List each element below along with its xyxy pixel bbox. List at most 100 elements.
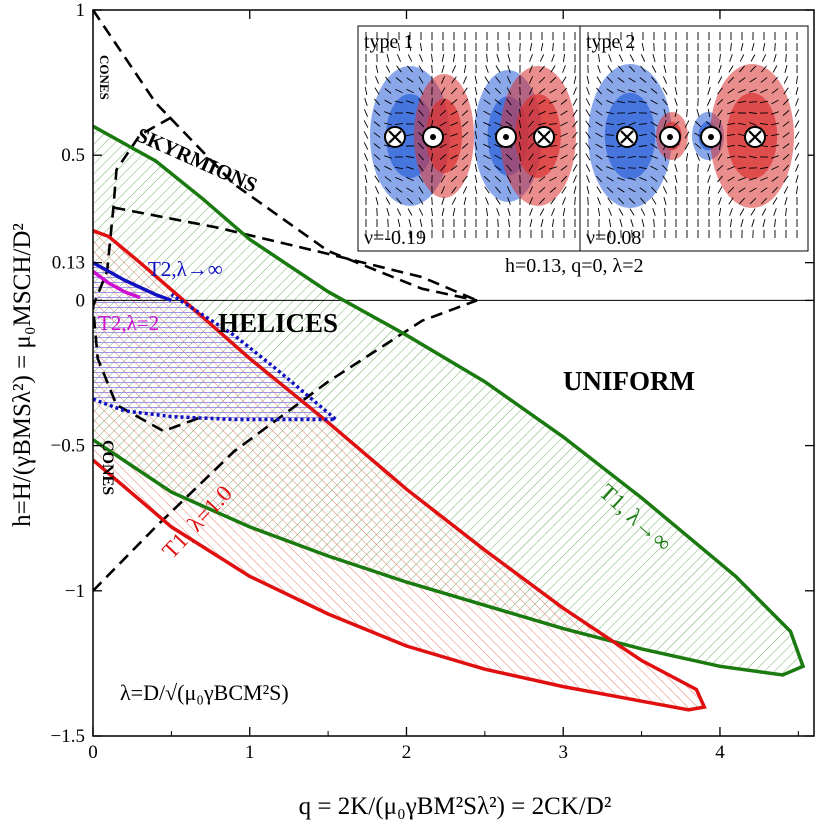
inset-arrow xyxy=(783,175,789,183)
inset-arrow xyxy=(373,109,381,117)
inset-arrow xyxy=(727,176,735,182)
y-tick-label: 1 xyxy=(76,0,86,21)
inset-arrow xyxy=(727,166,735,170)
inset-arrow xyxy=(641,219,645,227)
inset-arrow xyxy=(770,133,780,137)
inset-arrow xyxy=(616,156,626,158)
inset-arrow xyxy=(785,53,787,63)
curve-t1-one xyxy=(93,229,707,712)
inset-arrow xyxy=(728,197,734,205)
inset-arrow xyxy=(749,77,757,83)
inset-arrow xyxy=(663,65,667,73)
inset-arrow xyxy=(374,175,380,183)
inset-arrow xyxy=(384,99,392,105)
inset-arrow xyxy=(494,165,502,171)
inset-arrow xyxy=(439,121,447,127)
inset-arrow xyxy=(574,196,576,206)
inset-arrow xyxy=(672,121,680,127)
inset-arrow xyxy=(674,86,678,96)
inset-arrow xyxy=(759,166,769,170)
inset-arrow xyxy=(617,187,625,193)
inset-arrow xyxy=(450,122,458,126)
inset-arrow xyxy=(740,43,744,51)
inset-arrow xyxy=(450,175,458,183)
inset-arrow xyxy=(585,120,591,128)
inset-arrow xyxy=(629,54,635,62)
inset-arrow xyxy=(549,187,557,193)
inset-arrow xyxy=(527,131,535,139)
inset-arrow xyxy=(507,65,511,73)
inset-arrow xyxy=(373,164,381,172)
inset-arrow xyxy=(707,87,711,95)
inset-arrow xyxy=(784,65,788,73)
inset-arrow xyxy=(519,97,521,107)
inset-arrow xyxy=(617,122,625,126)
inset-arrow xyxy=(596,76,602,84)
inset-arrow xyxy=(606,186,614,194)
inset-arrow xyxy=(549,100,557,104)
inset-arrow xyxy=(771,88,779,94)
inset-arrow xyxy=(395,88,403,94)
inset-arrow xyxy=(363,120,369,128)
inset-arrow xyxy=(772,197,778,205)
inset-arrow xyxy=(494,144,502,148)
inset-arrow xyxy=(795,185,799,195)
inset-arrow xyxy=(694,120,702,128)
inset-arrow xyxy=(375,197,379,205)
inset-arrow xyxy=(406,187,414,193)
inset-arrow xyxy=(419,54,423,62)
inset-arrow xyxy=(560,110,568,116)
inset-arrow xyxy=(529,42,533,52)
inset-arrow xyxy=(738,177,746,181)
inset-arrow xyxy=(762,42,766,52)
inset-arrow xyxy=(738,187,746,193)
inset-arrow xyxy=(630,43,634,51)
inset-arrow xyxy=(450,154,458,160)
inset-arrow xyxy=(431,64,433,74)
inset-arrow xyxy=(628,122,636,126)
inset-arrow xyxy=(375,76,379,84)
inset-arrow xyxy=(737,122,747,126)
inset-arrow xyxy=(718,207,722,217)
inset-arrow xyxy=(419,42,423,52)
inset-dot-center xyxy=(503,134,509,140)
inset-arrow xyxy=(418,208,424,216)
inset-arrow xyxy=(595,165,603,171)
inset-arrow xyxy=(384,88,392,94)
inset-arrow xyxy=(538,155,546,159)
inset-arrow xyxy=(505,153,513,161)
plot-frame xyxy=(92,9,815,737)
inset-arrow xyxy=(450,133,458,137)
inset-arrow xyxy=(729,54,733,62)
inset-arrow xyxy=(384,111,392,115)
inset-arrow xyxy=(749,89,757,93)
inset-arrow xyxy=(585,142,591,150)
inset-arrow xyxy=(572,109,578,117)
inset-arrow xyxy=(674,98,678,106)
inset-arrow xyxy=(595,110,603,116)
inset-arrow xyxy=(760,187,768,193)
inset-arrow xyxy=(451,197,457,205)
inset-arrow xyxy=(573,175,577,183)
inset-arrow xyxy=(639,77,647,83)
inset-arrow xyxy=(572,153,578,161)
inset-arrow xyxy=(739,54,745,62)
inset-cross-stroke xyxy=(748,130,762,144)
boundary-cones-bottom xyxy=(93,299,478,592)
inset-arrow xyxy=(528,109,534,117)
inset-arrow xyxy=(474,185,478,195)
inset-arrow xyxy=(496,54,500,62)
inset-arrow xyxy=(597,197,601,205)
inset-arrow xyxy=(750,208,756,216)
inset-arrow xyxy=(494,121,502,127)
inset-arrow xyxy=(572,120,578,128)
inset-arrow xyxy=(562,65,566,73)
inset-arrow xyxy=(684,142,690,150)
inset-arrow xyxy=(395,77,403,83)
inset-arrow xyxy=(685,152,689,162)
inset-arrow xyxy=(461,132,469,138)
inset-arrow xyxy=(483,143,491,149)
inset-arrow xyxy=(585,131,591,139)
inset-arrow xyxy=(484,186,490,194)
inset-arrow xyxy=(364,164,368,172)
